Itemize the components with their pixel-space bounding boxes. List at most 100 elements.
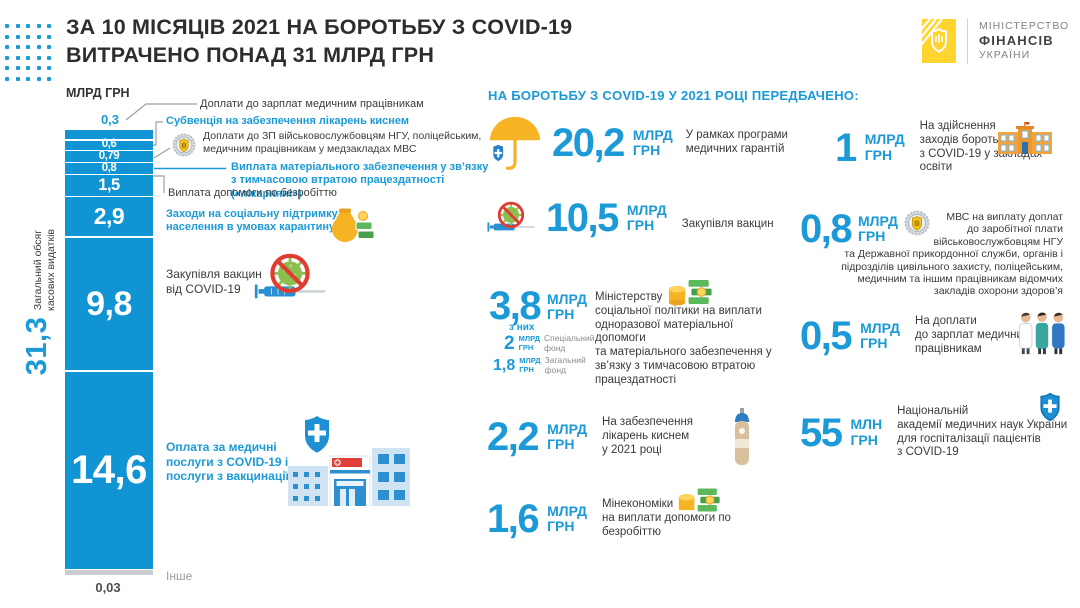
plan-item-vaccines: 10,5 МЛРД ГРН Закупівля вакцин [485, 196, 792, 240]
dot [15, 24, 20, 28]
plan-amount: 0,5 [800, 313, 853, 358]
mvs-badge-icon [172, 133, 196, 157]
plan-item-namsu: 55 МЛН ГРН Національній академії медични… [800, 405, 1077, 460]
callout-other: Інше [166, 569, 193, 583]
dot [26, 45, 30, 49]
callout-social-support: Заходи на соціальну підтримку населення … [166, 208, 338, 234]
plan-amount: 3,8 [489, 284, 542, 328]
dot [5, 24, 9, 28]
spending-bar: 0,6 0,79 0,8 1,5 2,9 9,8 14,6 [65, 130, 153, 576]
dots-decoration [5, 24, 51, 81]
dot [15, 45, 20, 49]
bar-bottom-label: 0,03 [95, 580, 121, 595]
fund-label: Загальний фонд [544, 355, 586, 375]
callout-vaccines: Закупівля вакцин від COVID-19 [166, 267, 262, 296]
callout-sick-leave: Виплата матеріального забезпечення у зв’… [231, 161, 489, 200]
dot [47, 24, 51, 28]
bar-segment-0_6: 0,6 [65, 139, 153, 150]
callout-medical-services: Оплата за медичні послуги з COVID-19 і п… [166, 440, 289, 484]
plan-unit: МЛРД ГРН [858, 213, 898, 245]
plan-desc: У рамках програми медичних гарантій [685, 129, 788, 155]
plan-desc: Закупівля вакцин [681, 218, 774, 231]
dot [36, 34, 41, 39]
plan-amount: 20,2 [552, 121, 625, 165]
bar-segment-0_03 [65, 570, 153, 575]
fund-amount: 2 [504, 333, 515, 355]
dot [15, 66, 20, 70]
plan-desc: МВС на виплату доплат до заробітної плат… [841, 211, 1063, 298]
plan-unit: МЛРД ГРН [547, 502, 588, 534]
dot [47, 76, 51, 81]
plan-amount: 1 [835, 125, 857, 170]
plan-unit: МЛРД ГРН [632, 126, 673, 158]
plan-unit: МЛРД ГРН [626, 201, 667, 233]
school-icon [998, 122, 1052, 154]
dot [5, 45, 9, 49]
plan-desc: На доплати до зарплат медичним працівник… [915, 315, 1031, 355]
callout-medical-salaries: Доплати до зарплат медичним працівникам [200, 98, 424, 110]
dot [36, 76, 41, 81]
bar-segment-1_5: 1,5 [65, 175, 153, 196]
dot [5, 34, 9, 39]
plan-unit: МЛН ГРН [850, 416, 883, 448]
bar-top-label: 0,3 [100, 112, 120, 127]
total-caption: Загальний обсяг касових видатків [32, 229, 57, 311]
fund-label: Спеціальний фонд [543, 333, 595, 353]
dot [47, 34, 51, 39]
total-value: 31,3 [21, 316, 53, 376]
plan-desc: Національній академії медичних наук Укра… [897, 405, 1068, 459]
logo-line3: УКРАЇНИ [979, 49, 1031, 62]
plan-unit: МЛРД ГРН [864, 131, 905, 163]
no-vaccine-syringe-icon [254, 253, 326, 299]
shield-cross-icon [1040, 392, 1060, 422]
logo-text: МІНІСТЕРСТВО ФІНАНСІВ УКРАЇНИ [979, 20, 1069, 63]
bar-segment-0_3 [65, 130, 153, 139]
money-bag-icon [332, 208, 374, 242]
plan-amount: 0,8 [800, 207, 853, 251]
plan-item-unemployment: 1,6 МЛРД ГРН Мінекономіки на виплати доп… [487, 487, 777, 541]
coins-icon [668, 279, 713, 306]
dot [26, 55, 30, 60]
minfin-emblem-icon [918, 19, 956, 63]
callout-unemployment: Виплата допомоги по безробіттю [168, 187, 337, 199]
plan-item-mvs: 0,8 МЛРД ГРН МВС на виплату доплат до за… [800, 207, 1063, 307]
bar-segment-2_9: 2,9 [65, 197, 153, 237]
dot [26, 66, 30, 70]
plan-amount: 2,2 [487, 415, 540, 459]
bar-segment-0_79: 0,79 [65, 150, 153, 162]
fund-unit: МЛРД ГРН [518, 334, 540, 352]
bar-segment-0_8: 0,8 [65, 162, 153, 174]
no-vaccine-syringe-icon [487, 201, 535, 232]
umbrella-icon [489, 116, 541, 170]
plan-desc: Міністерству соціальної політики на випл… [595, 291, 772, 386]
dot [15, 76, 20, 81]
plan-amount: 1,6 [487, 496, 540, 541]
plan-item-social-policy: 3,8 МЛРД ГРН з них 2 МЛРД ГРН Спеціальни… [487, 279, 787, 390]
oxygen-cylinder-icon [735, 408, 750, 465]
dot [47, 66, 51, 70]
plan-desc: Мінекономіки на виплати допомоги по безр… [602, 498, 731, 538]
plan-item-medical-guarantees: 20,2 МЛРД ГРН У рамках програми медичних… [487, 112, 794, 174]
logo-line2: ФІНАНСІВ [979, 32, 1054, 48]
dot [5, 76, 9, 81]
dot [26, 34, 30, 39]
dot [36, 45, 41, 49]
page-title: ЗА 10 МІСЯЦІВ 2021 НА БОРОТЬБУ З COVID-1… [66, 15, 573, 67]
plan-unit: МЛРД ГРН [547, 420, 588, 452]
callout-mvs-salaries: Доплати до ЗП військовослужбовцям НГУ, п… [203, 130, 482, 155]
dot [26, 24, 30, 28]
medical-workers-icon [1018, 312, 1065, 355]
plan-unit: МЛРД ГРН [547, 291, 587, 323]
dot [47, 55, 51, 60]
dot [15, 55, 20, 60]
hospital-icon [288, 416, 410, 506]
plan-note: з них [509, 322, 535, 333]
planned-heading: НА БОРОТЬБУ З COVID-19 У 2021 РОЦІ ПЕРЕД… [488, 88, 859, 103]
fund-amount: 1,8 [493, 356, 516, 374]
coins-icon [678, 487, 721, 513]
callout-oxygen-subvention: Субвенція на забезпечення лікарень кисне… [166, 115, 410, 127]
plan-amount: 55 [800, 410, 843, 455]
plan-item-medics-salary: 0,5 МЛРД ГРН На доплати до зарплат медич… [800, 315, 1050, 356]
dot [36, 66, 41, 70]
plan-amount: 10,5 [546, 196, 619, 240]
